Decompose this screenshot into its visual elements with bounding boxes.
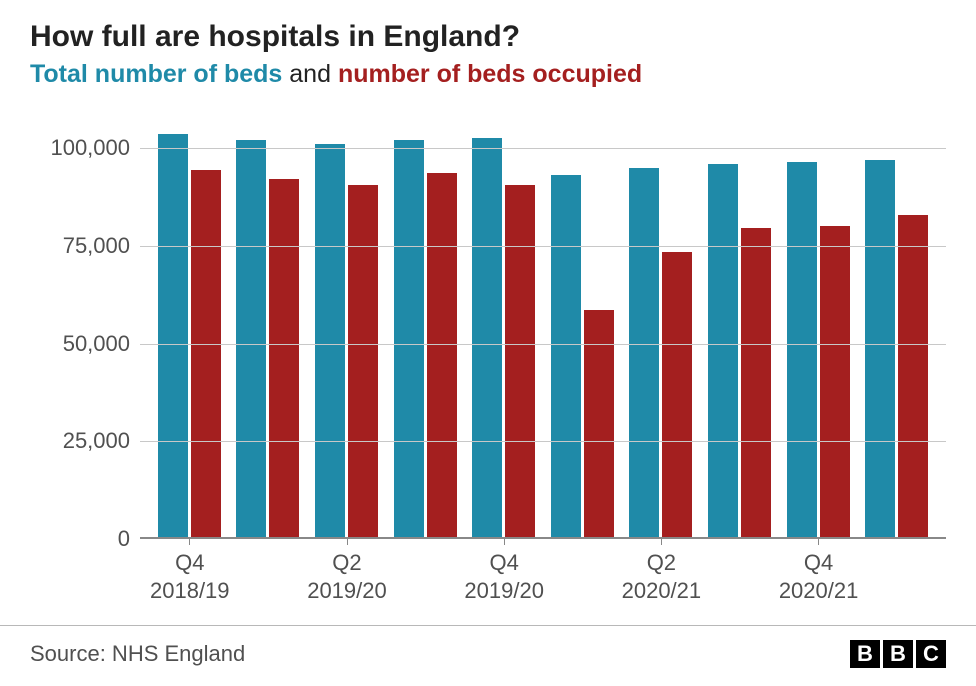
plot-region xyxy=(140,109,946,539)
y-axis-label: 50,000 xyxy=(20,331,130,357)
bars-row xyxy=(140,109,946,537)
x-tick xyxy=(347,537,348,545)
bar-occupied xyxy=(191,170,221,537)
bar-total xyxy=(629,168,659,537)
bar-group xyxy=(386,109,465,537)
bar-total xyxy=(394,140,424,537)
bar-group xyxy=(622,109,701,537)
gridline xyxy=(140,148,946,149)
bar-total xyxy=(787,162,817,537)
x-tick xyxy=(504,537,505,545)
bar-total xyxy=(865,160,895,537)
legend-total: Total number of beds xyxy=(30,60,282,88)
bar-occupied xyxy=(741,228,771,537)
bar-occupied xyxy=(820,226,850,537)
x-axis-label xyxy=(544,549,622,604)
bar-group xyxy=(700,109,779,537)
bar-group xyxy=(464,109,543,537)
bar-group xyxy=(307,109,386,537)
legend-occupied: number of beds occupied xyxy=(338,60,642,88)
x-tick xyxy=(661,537,662,545)
x-axis-label: Q42018/19 xyxy=(150,549,230,604)
x-tick xyxy=(189,537,190,545)
x-axis-labels: Q42018/19 Q22019/20 Q42019/20 Q22020/21 Q420… xyxy=(140,549,946,604)
logo-letter: C xyxy=(916,640,946,668)
y-axis-label: 0 xyxy=(20,526,130,552)
chart-subtitle: Total number of beds and number of beds … xyxy=(30,60,946,89)
legend-and: and xyxy=(289,60,331,88)
x-axis-label xyxy=(387,549,465,604)
logo-letter: B xyxy=(883,640,913,668)
gridline xyxy=(140,441,946,442)
logo-letter: B xyxy=(850,640,880,668)
y-axis-label: 25,000 xyxy=(20,428,130,454)
bar-total xyxy=(708,164,738,537)
bar-total xyxy=(158,134,188,537)
x-axis-label xyxy=(701,549,779,604)
bar-group xyxy=(543,109,622,537)
bar-occupied xyxy=(427,173,457,537)
x-axis-label: Q22020/21 xyxy=(622,549,702,604)
x-axis-label: Q22019/20 xyxy=(307,549,387,604)
x-tick xyxy=(818,537,819,545)
gridline xyxy=(140,246,946,247)
chart-title: How full are hospitals in England? xyxy=(30,20,946,54)
bar-group xyxy=(229,109,308,537)
bar-occupied xyxy=(662,252,692,537)
x-axis-label: Q42019/20 xyxy=(464,549,544,604)
bar-group xyxy=(150,109,229,537)
bar-total xyxy=(236,140,266,537)
y-axis-label: 100,000 xyxy=(20,135,130,161)
bar-total xyxy=(551,175,581,537)
bbc-logo: B B C xyxy=(850,640,946,668)
y-axis-label: 75,000 xyxy=(20,233,130,259)
bar-group xyxy=(779,109,858,537)
x-axis-label xyxy=(858,549,936,604)
source-text: Source: NHS England xyxy=(30,641,245,667)
bar-occupied xyxy=(898,215,928,538)
bar-total xyxy=(315,144,345,537)
bar-group xyxy=(857,109,936,537)
x-axis-label: Q42020/21 xyxy=(779,549,859,604)
footer: Source: NHS England B B C xyxy=(0,625,976,686)
bar-total xyxy=(472,138,502,537)
x-axis-label xyxy=(230,549,308,604)
bar-occupied xyxy=(348,185,378,537)
gridline xyxy=(140,344,946,345)
bar-occupied xyxy=(505,185,535,537)
bar-occupied xyxy=(269,179,299,537)
chart-area: Q42018/19Q22019/20Q42019/20Q22020/21Q420… xyxy=(30,109,946,589)
chart-container: How full are hospitals in England? Total… xyxy=(0,0,976,686)
